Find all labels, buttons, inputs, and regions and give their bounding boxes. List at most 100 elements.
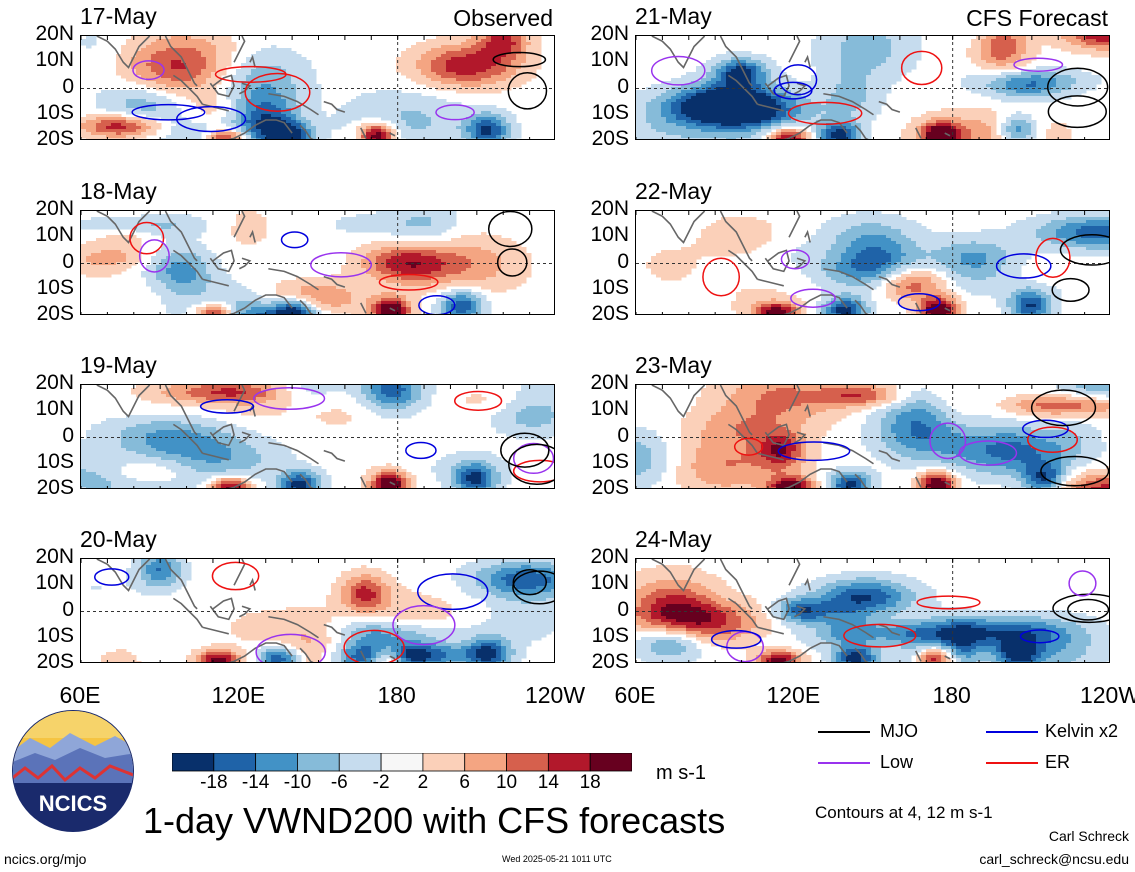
- heatmap-cell: [151, 129, 157, 133]
- heatmap-cell: [336, 301, 342, 305]
- heatmap-cell: [301, 108, 307, 112]
- heatmap-cell: [206, 280, 212, 284]
- heatmap-cell: [441, 39, 447, 43]
- heatmap-cell: [416, 214, 422, 218]
- panel-date-18-may: 18-May: [80, 178, 157, 204]
- heatmap-cell: [181, 451, 187, 455]
- heatmap-cell: [206, 135, 212, 139]
- heatmap-cell: [241, 220, 247, 224]
- heatmap-cell: [211, 394, 217, 398]
- heatmap-cell: [491, 265, 497, 269]
- heatmap-cell: [426, 232, 432, 236]
- coastline: [389, 132, 396, 137]
- heatmap-cell: [426, 126, 432, 130]
- heatmap-cell: [191, 232, 197, 236]
- heatmap-cell: [461, 111, 467, 115]
- heatmap-cell: [251, 69, 257, 73]
- heatmap-cell: [466, 51, 472, 55]
- heatmap-cell: [431, 123, 437, 127]
- heatmap-cell: [151, 445, 157, 449]
- heatmap-cell: [421, 120, 427, 124]
- heatmap-cell: [121, 259, 127, 263]
- heatmap-cell: [436, 277, 442, 281]
- heatmap-cell: [161, 439, 167, 443]
- heatmap-cell: [211, 277, 217, 281]
- heatmap-cell: [196, 298, 202, 302]
- heatmap-cell: [171, 295, 177, 299]
- heatmap-cell: [261, 81, 267, 85]
- heatmap-cell: [386, 292, 392, 296]
- heatmap-cell: [446, 277, 452, 281]
- heatmap-cell: [166, 307, 172, 311]
- heatmap-cell: [211, 400, 217, 404]
- heatmap-cell: [431, 304, 437, 308]
- heatmap-cell: [211, 457, 217, 461]
- heatmap-cell: [191, 421, 197, 425]
- heatmap-cell: [451, 132, 457, 136]
- heatmap-cell: [376, 247, 382, 251]
- heatmap-cell: [96, 223, 102, 227]
- heatmap-cell: [306, 81, 312, 85]
- heatmap-cell: [241, 63, 247, 67]
- heatmap-cell: [441, 99, 447, 103]
- heatmap-cell: [141, 123, 147, 127]
- coastline: [233, 36, 246, 63]
- heatmap-cell: [476, 123, 482, 127]
- heatmap-cell: [391, 135, 397, 139]
- heatmap-cell: [201, 126, 207, 130]
- heatmap-cell: [191, 235, 197, 239]
- heatmap-cell: [376, 220, 382, 224]
- heatmap-cell: [296, 63, 302, 67]
- heatmap-cell: [396, 298, 402, 302]
- heatmap-cell: [346, 262, 352, 266]
- heatmap-cell: [316, 304, 322, 308]
- heatmap-cell: [431, 247, 437, 251]
- heatmap-cell: [96, 117, 102, 121]
- heatmap-cell: [211, 51, 217, 55]
- heatmap-cell: [186, 445, 192, 449]
- heatmap-cell: [151, 415, 157, 419]
- heatmap-cell: [471, 283, 477, 287]
- heatmap-cell: [126, 102, 132, 106]
- heatmap-cell: [356, 286, 362, 290]
- heatmap-cell: [161, 385, 167, 389]
- heatmap-cell: [436, 66, 442, 70]
- heatmap-cell: [191, 75, 197, 79]
- heatmap-cell: [306, 123, 312, 127]
- heatmap-cell: [486, 304, 492, 308]
- heatmap-cell: [466, 298, 472, 302]
- heatmap-cell: [161, 457, 167, 461]
- heatmap-cell: [446, 292, 452, 296]
- heatmap-cell: [446, 132, 452, 136]
- heatmap-cell: [111, 418, 117, 422]
- heatmap-cell: [401, 214, 407, 218]
- heatmap-cell: [261, 226, 267, 230]
- heatmap-cell: [151, 69, 157, 73]
- heatmap-cell: [286, 289, 292, 293]
- heatmap-cell: [246, 226, 252, 230]
- heatmap-cell: [396, 301, 402, 305]
- heatmap-cell: [396, 229, 402, 233]
- heatmap-cell: [351, 99, 357, 103]
- heatmap-cell: [231, 295, 237, 299]
- heatmap-cell: [91, 217, 97, 221]
- heatmap-cell: [116, 69, 122, 73]
- heatmap-cell: [101, 250, 107, 254]
- heatmap-cell: [216, 448, 222, 452]
- heatmap-cell: [246, 138, 252, 139]
- heatmap-cell: [106, 271, 112, 275]
- heatmap-cell: [351, 229, 357, 233]
- heatmap-cell: [161, 217, 167, 221]
- heatmap-cell: [516, 250, 522, 254]
- heatmap-cell: [451, 310, 457, 314]
- heatmap-cell: [131, 63, 137, 67]
- heatmap-cell: [256, 307, 262, 311]
- heatmap-cell: [276, 117, 282, 121]
- heatmap-cell: [466, 48, 472, 52]
- heatmap-cell: [311, 129, 317, 133]
- heatmap-cell: [381, 123, 387, 127]
- heatmap-cell: [211, 108, 217, 112]
- heatmap-cell: [111, 90, 117, 94]
- heatmap-cell: [411, 60, 417, 64]
- heatmap-cell: [216, 385, 222, 389]
